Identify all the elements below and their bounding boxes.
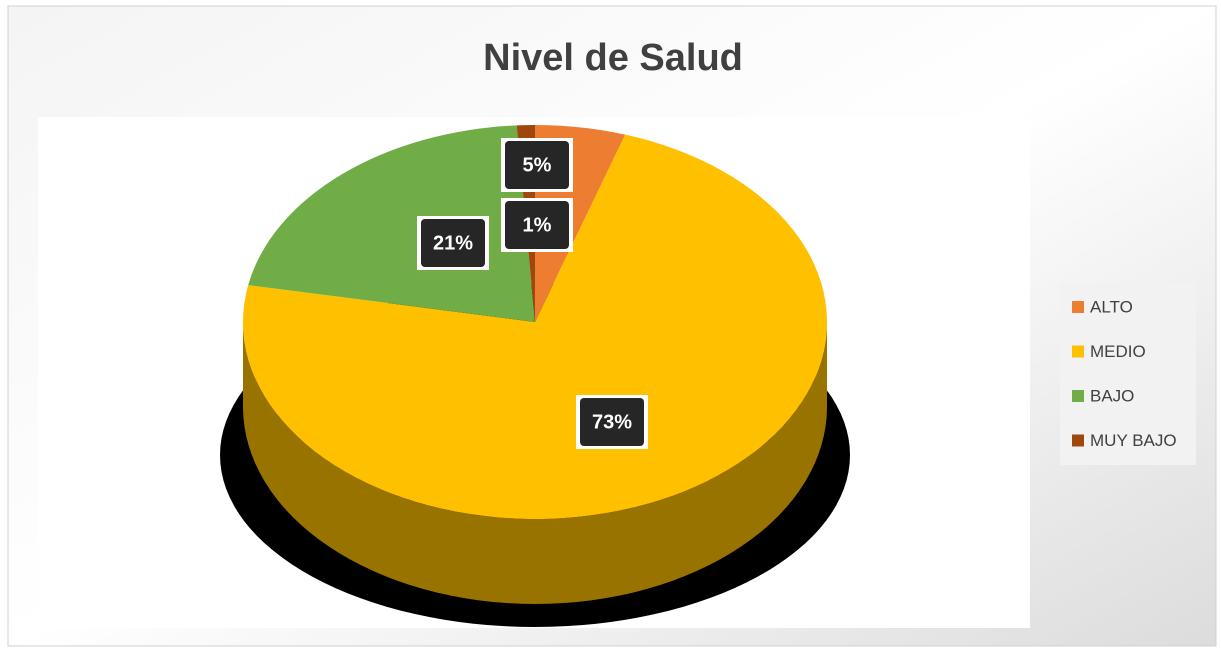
legend-swatch xyxy=(1072,301,1084,313)
chart-title: Nivel de Salud xyxy=(483,37,743,79)
legend-label: MEDIO xyxy=(1090,342,1146,361)
slice xyxy=(248,125,535,322)
legend-label: MUY BAJO xyxy=(1090,431,1177,450)
data-label-bg xyxy=(421,219,485,267)
data-label: 21% xyxy=(433,232,473,254)
data-label-bg xyxy=(505,141,569,189)
data-label: 73% xyxy=(592,411,632,433)
slice-side xyxy=(243,322,827,604)
legend-label: BAJO xyxy=(1090,386,1134,405)
data-label: 1% xyxy=(523,214,552,236)
legend-swatch xyxy=(1072,345,1084,358)
data-label: 5% xyxy=(523,154,552,176)
data-label-bg xyxy=(580,398,644,446)
legend-swatch xyxy=(1072,434,1084,447)
legend-swatch xyxy=(1072,390,1084,402)
data-label-bg xyxy=(505,201,569,249)
legend-label: ALTO xyxy=(1090,297,1133,316)
slice xyxy=(242,134,827,520)
